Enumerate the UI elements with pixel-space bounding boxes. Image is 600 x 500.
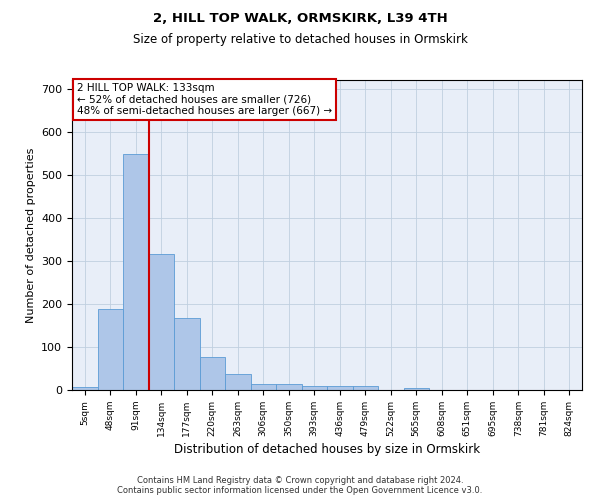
Bar <box>199 357 225 390</box>
Bar <box>276 384 302 390</box>
Text: 2 HILL TOP WALK: 133sqm
← 52% of detached houses are smaller (726)
48% of semi-d: 2 HILL TOP WALK: 133sqm ← 52% of detache… <box>77 83 332 116</box>
Bar <box>225 374 251 390</box>
Bar <box>251 384 276 390</box>
Text: 2, HILL TOP WALK, ORMSKIRK, L39 4TH: 2, HILL TOP WALK, ORMSKIRK, L39 4TH <box>152 12 448 26</box>
Bar <box>353 386 378 390</box>
Text: Size of property relative to detached houses in Ormskirk: Size of property relative to detached ho… <box>133 32 467 46</box>
Bar <box>97 310 123 390</box>
Bar <box>123 154 149 390</box>
Bar <box>149 254 174 390</box>
Y-axis label: Number of detached properties: Number of detached properties <box>26 148 35 322</box>
Bar <box>327 386 353 390</box>
Bar <box>302 386 327 390</box>
Bar <box>72 386 97 390</box>
Text: Contains HM Land Registry data © Crown copyright and database right 2024.
Contai: Contains HM Land Registry data © Crown c… <box>118 476 482 495</box>
Bar <box>404 388 429 390</box>
Bar <box>174 318 199 390</box>
X-axis label: Distribution of detached houses by size in Ormskirk: Distribution of detached houses by size … <box>174 443 480 456</box>
